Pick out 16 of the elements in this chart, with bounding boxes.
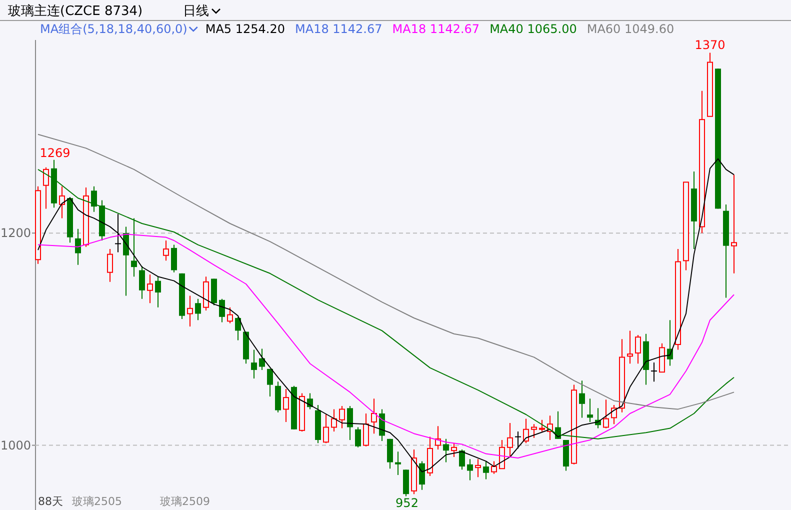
text: MA60 1049.60 xyxy=(586,22,674,36)
chart-subtitle: 日线 xyxy=(183,4,209,19)
text: MA18 1142.67 xyxy=(392,22,480,36)
annotation: 1269 xyxy=(40,146,70,160)
annotation: 952 xyxy=(396,496,418,510)
y-tick-label: 1000 xyxy=(0,438,31,452)
annotation: 玻璃2505 xyxy=(72,495,122,508)
legend-label: MA18 1142.67 xyxy=(295,22,382,36)
annotation: 88天 xyxy=(38,495,63,508)
chart-title: 玻璃主连(CZCE 8734) xyxy=(8,3,143,19)
text: MA5 1254.20 xyxy=(205,22,285,36)
annotation: 玻璃2509 xyxy=(160,495,210,508)
y-tick-label: 1200 xyxy=(0,226,31,240)
text: MA40 1065.00 xyxy=(490,22,577,36)
annotation: 1370 xyxy=(694,38,726,52)
legend-title: MA组合(5,18,18,40,60,0) xyxy=(40,22,188,36)
